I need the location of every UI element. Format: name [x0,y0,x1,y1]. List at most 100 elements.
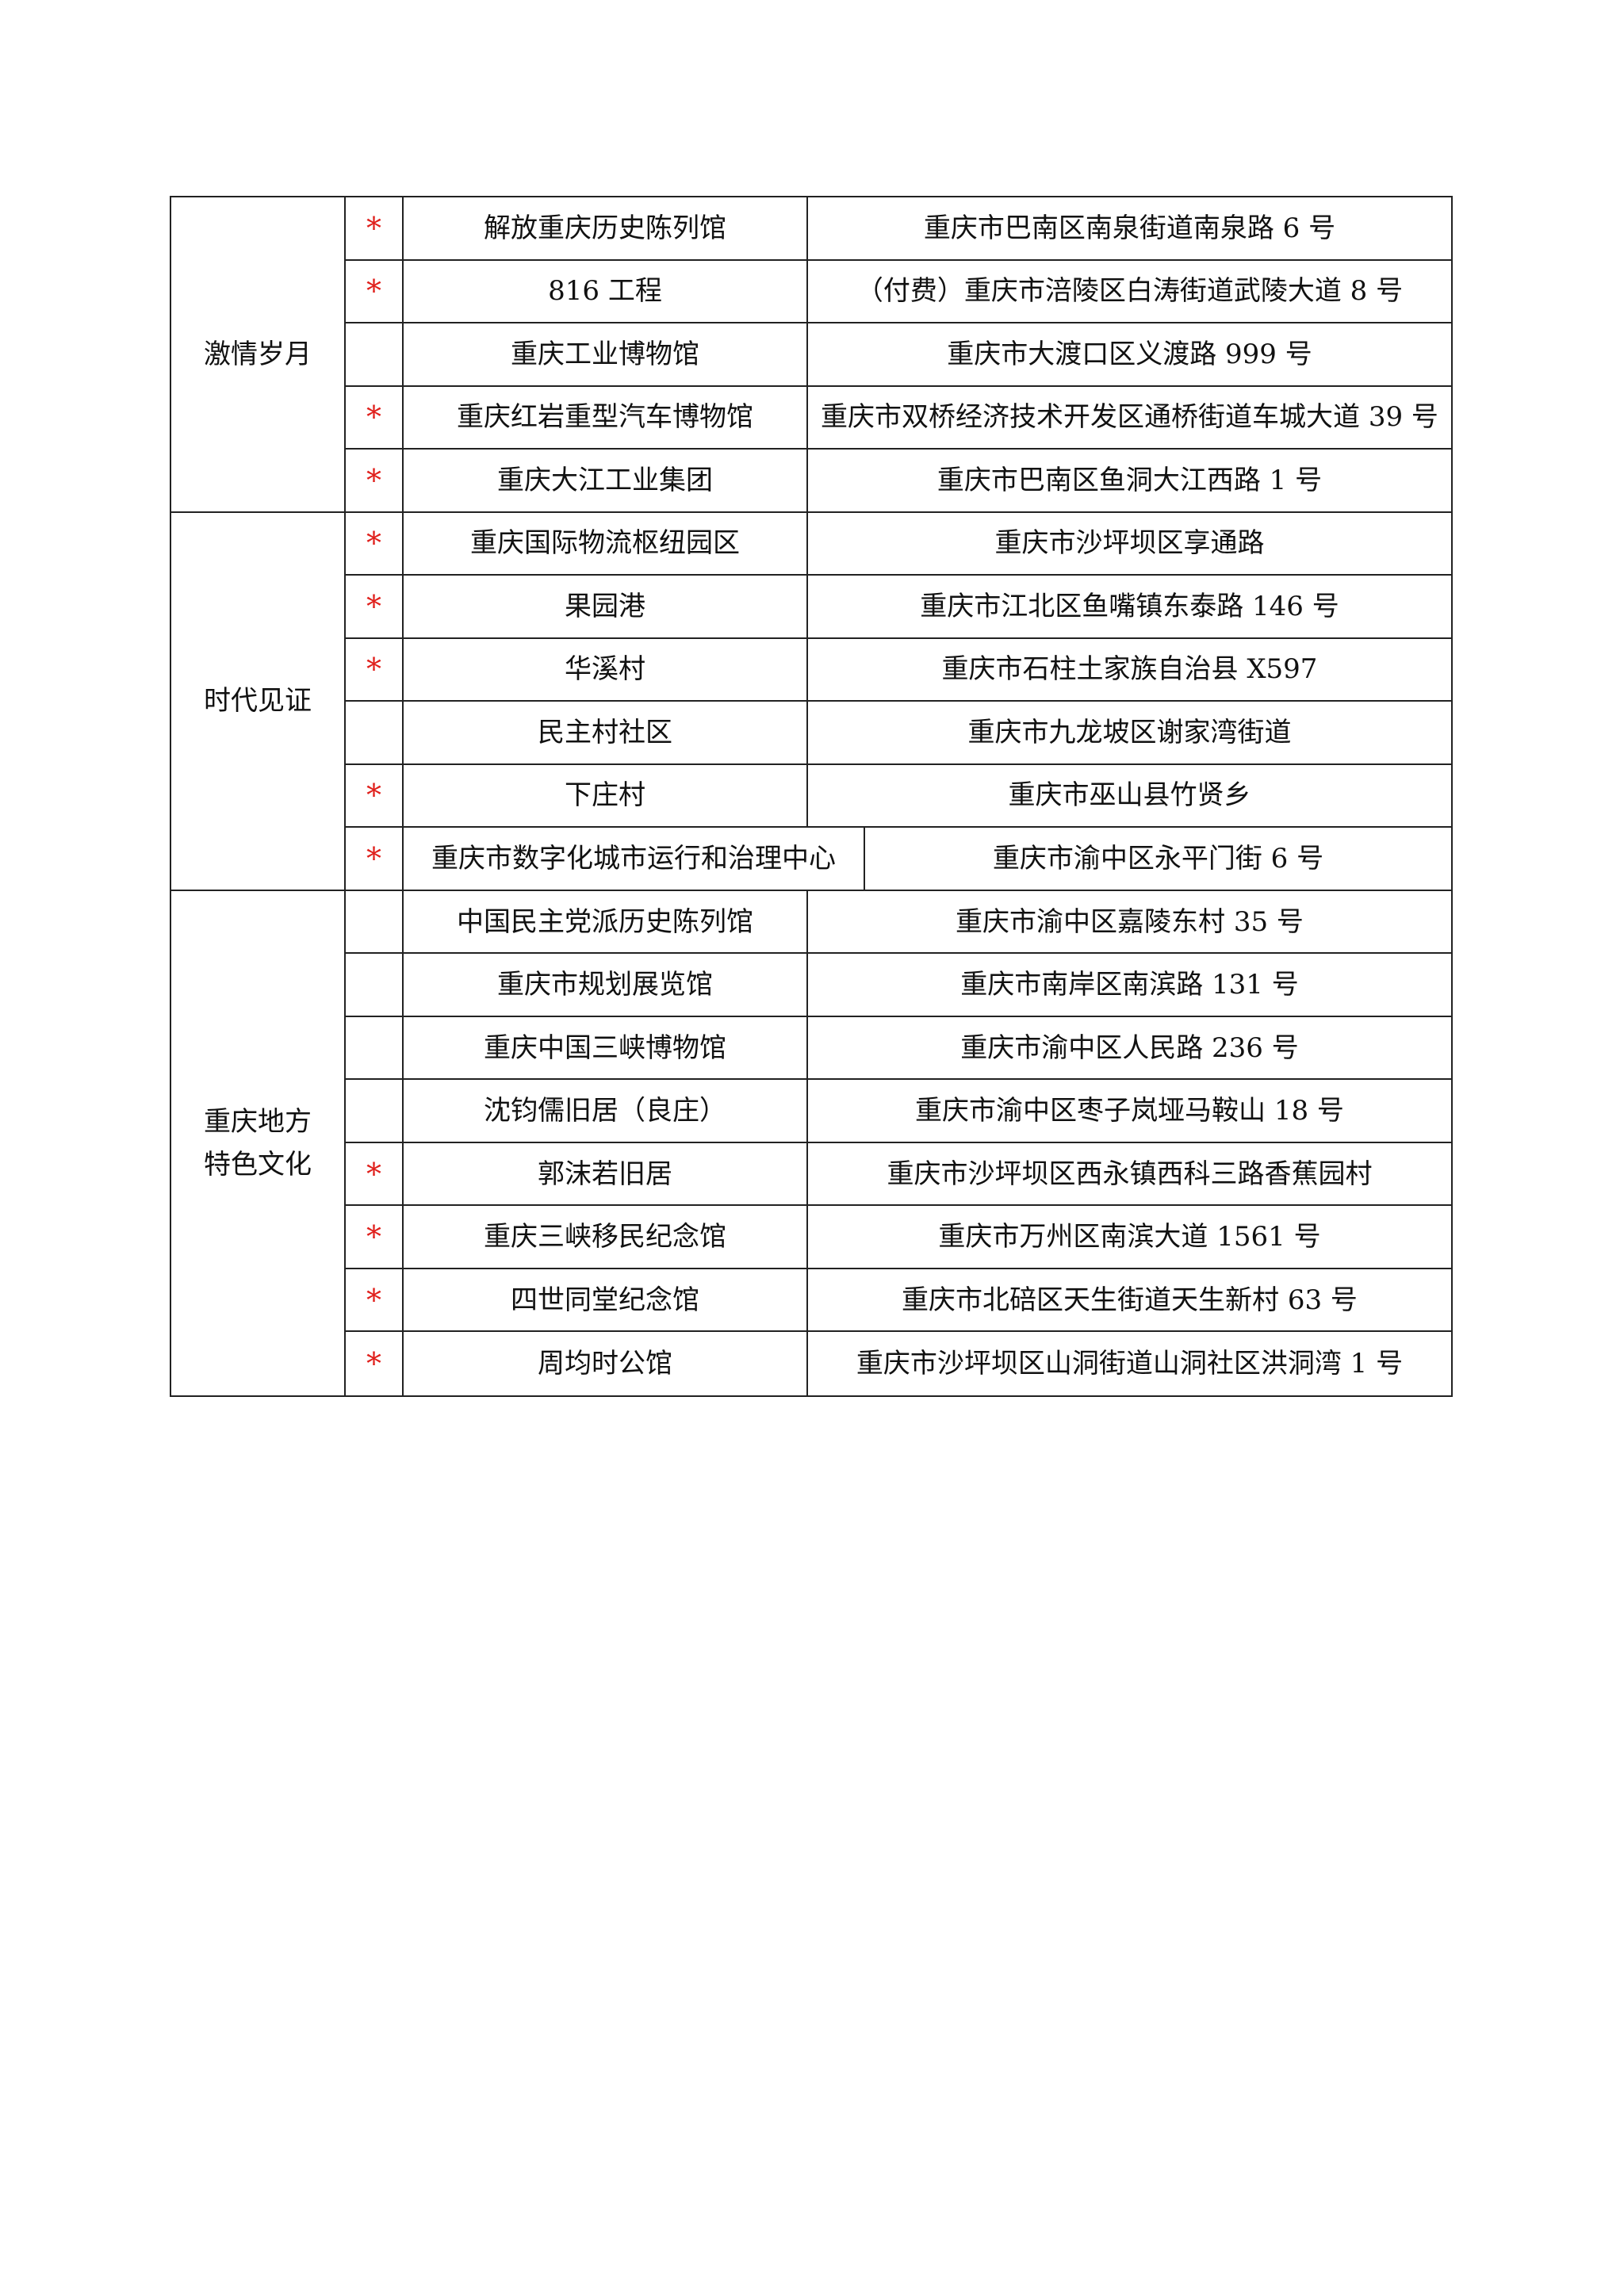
star-icon: * [366,841,381,876]
recommended-star-mark [346,1016,404,1081]
recommended-star-mark: * [346,386,404,450]
category-label: 特色文化 [204,1148,312,1181]
recommended-star-mark [346,954,404,1017]
site-name: 重庆市规划展览馆 [497,969,713,1001]
recommended-star-mark: * [346,576,404,639]
site-address: （付费）重庆市涪陵区白涛街道武陵大道 8 号 [856,275,1404,308]
site-address: 重庆市大渡口区义渡路 999 号 [947,338,1312,370]
site-name: 华溪村 [565,653,645,686]
site-name: 重庆大江工业集团 [497,464,713,496]
site-name-cell: 重庆大江工业集团 [404,450,808,513]
star-icon: * [366,274,381,309]
site-name-cell: 四世同堂纪念馆 [404,1269,808,1333]
recommended-star-mark: * [346,1332,404,1395]
site-address-cell: 重庆市巴南区鱼洞大江西路 1 号 [808,450,1451,513]
site-address-cell: 重庆市巴南区南泉街道南泉路 6 号 [808,197,1451,261]
star-icon: * [366,588,381,624]
category-label: 激情岁月 [204,338,312,370]
site-name-cell: 重庆三峡移民纪念馆 [404,1206,808,1269]
star-icon: * [366,462,381,498]
site-address-cell: 重庆市渝中区枣子岚垭马鞍山 18 号 [808,1080,1451,1143]
site-address-cell: 重庆市渝中区嘉陵东村 35 号 [808,891,1451,955]
site-name: 重庆中国三峡博物馆 [484,1031,726,1064]
site-name: 中国民主党派历史陈列馆 [457,905,753,938]
star-icon: * [366,778,381,813]
category-label: 时代见证 [204,685,312,718]
site-name-cell: 重庆工业博物馆 [404,323,808,387]
site-address: 重庆市江北区鱼嘴镇东泰路 146 号 [920,590,1339,622]
site-address-cell: 重庆市沙坪坝区西永镇西科三路香蕉园村 [808,1143,1451,1207]
recommended-star-mark [346,890,404,955]
category-cell: 重庆地方 特色文化 [171,890,346,1395]
site-address: 重庆市双桥经济技术开发区通桥街道车城大道 39 号 [821,401,1438,434]
site-name: 郭沫若旧居 [538,1158,672,1190]
site-address: 重庆市渝中区嘉陵东村 35 号 [956,905,1304,938]
recommended-star-mark: * [346,450,404,513]
site-address: 重庆市万州区南滨大道 1561 号 [938,1221,1321,1253]
site-address: 重庆市南岸区南滨路 131 号 [960,969,1299,1001]
sites-table: 激情岁月 * 解放重庆历史陈列馆 重庆市巴南区南泉街道南泉路 6 号 * 816 工程 （付… [170,196,1453,1397]
site-name-cell: 重庆市数字化城市运行和治理中心 [404,828,865,891]
site-address: 重庆市沙坪坝区山洞街道山洞社区洪洞湾 1 号 [856,1348,1404,1380]
site-address: 重庆市石柱土家族自治县 X597 [941,653,1318,686]
category-cell: 时代见证 [171,512,346,891]
category-label: 重庆地方 [204,1105,312,1138]
recommended-star-mark [346,323,404,387]
site-address: 重庆市巫山县竹贤乡 [1008,779,1251,812]
site-address: 重庆市沙坪坝区享通路 [994,527,1265,560]
site-name-cell: 重庆国际物流枢纽园区 [404,512,808,576]
site-address: 重庆市渝中区永平门街 6 号 [992,843,1324,874]
site-address-cell: 重庆市渝中区永平门街 6 号 [865,828,1451,891]
site-name: 重庆市数字化城市运行和治理中心 [431,843,836,874]
star-icon: * [366,400,381,435]
recommended-star-mark: * [346,638,404,702]
recommended-star-mark: * [346,260,404,324]
site-name: 果园港 [565,590,645,622]
recommended-star-mark: * [346,764,404,828]
site-address-cell: 重庆市沙坪坝区享通路 [808,513,1451,576]
star-icon: * [366,1282,381,1318]
site-name-cell: 816 工程 [404,260,808,324]
site-address: 重庆市北碚区天生街道天生新村 63 号 [902,1284,1358,1316]
site-name-cell: 中国民主党派历史陈列馆 [404,890,808,955]
site-name: 四世同堂纪念馆 [511,1284,699,1316]
star-icon: * [366,1156,381,1192]
site-address-cell: 重庆市九龙坡区谢家湾街道 [808,702,1451,765]
site-name: 周均时公馆 [538,1348,672,1380]
star-icon: * [366,1346,381,1382]
site-name-cell: 民主村社区 [404,702,808,765]
site-address-cell: 重庆市沙坪坝区山洞街道山洞社区洪洞湾 1 号 [808,1332,1451,1395]
site-address: 重庆市渝中区枣子岚垭马鞍山 18 号 [915,1095,1344,1127]
site-name-cell: 重庆市规划展览馆 [404,954,808,1017]
site-name-cell: 华溪村 [404,638,808,702]
site-name-cell: 果园港 [404,576,808,639]
site-name: 816 工程 [548,275,662,308]
site-address: 重庆市巴南区鱼洞大江西路 1 号 [936,464,1323,496]
site-name: 重庆国际物流枢纽园区 [470,527,740,560]
recommended-star-mark: * [346,1142,404,1207]
star-icon: * [366,526,381,561]
star-icon: * [366,652,381,687]
site-name-cell: 解放重庆历史陈列馆 [404,197,808,261]
recommended-star-mark: * [346,828,404,891]
site-address-cell: 重庆市南岸区南滨路 131 号 [808,954,1451,1017]
site-address-cell: 重庆市江北区鱼嘴镇东泰路 146 号 [808,576,1451,639]
category-cell: 激情岁月 [171,197,346,513]
site-name: 民主村社区 [538,716,672,748]
star-icon: * [366,210,381,246]
site-name-cell: 沈钧儒旧居（良庄） [404,1080,808,1143]
site-name: 重庆红岩重型汽车博物馆 [457,401,753,434]
site-address-cell: 重庆市渝中区人民路 236 号 [808,1017,1451,1081]
recommended-star-mark: * [346,1206,404,1269]
site-address-cell: 重庆市巫山县竹贤乡 [808,765,1451,828]
site-name-cell: 下庄村 [404,764,808,828]
site-address-cell: （付费）重庆市涪陵区白涛街道武陵大道 8 号 [808,261,1451,324]
recommended-star-mark: * [346,197,404,261]
site-name-cell: 重庆中国三峡博物馆 [404,1016,808,1081]
site-address-cell: 重庆市石柱土家族自治县 X597 [808,639,1451,702]
star-icon: * [366,1219,381,1255]
site-address: 重庆市渝中区人民路 236 号 [960,1031,1299,1064]
site-name-cell: 郭沫若旧居 [404,1142,808,1207]
recommended-star-mark [346,702,404,765]
site-name-cell: 周均时公馆 [404,1332,808,1395]
